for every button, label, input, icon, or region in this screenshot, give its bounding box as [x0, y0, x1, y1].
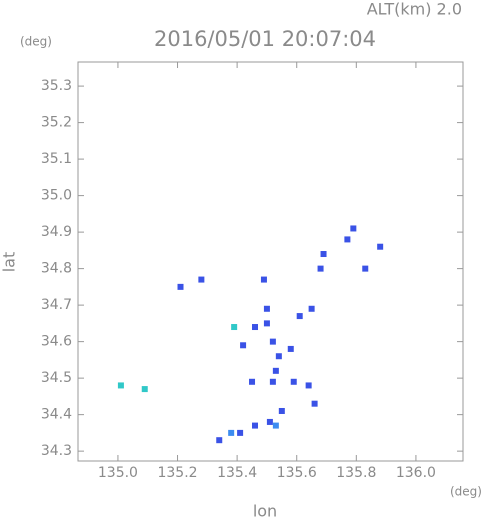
echo: [216, 437, 223, 444]
echo: [117, 382, 124, 389]
echo: [320, 251, 327, 258]
echo: [141, 386, 148, 393]
echo: [177, 283, 184, 290]
echo: [311, 400, 318, 407]
plot-frame: [77, 61, 464, 462]
y-tick-label: 35.1: [41, 151, 72, 167]
y-tick-label: 34.8: [41, 261, 72, 277]
echo: [263, 320, 270, 327]
echo: [362, 265, 369, 272]
echo: [377, 243, 384, 250]
echo: [317, 265, 324, 272]
x-tick-label: 136.0: [396, 465, 436, 481]
echo: [237, 429, 244, 436]
echo: [231, 324, 238, 331]
echo: [350, 225, 357, 232]
chart-title: 2016/05/01 20:07:04: [154, 27, 376, 51]
echo: [252, 324, 259, 331]
echo: [266, 418, 273, 425]
echo: [287, 345, 294, 352]
echo: [344, 236, 351, 243]
echo: [308, 305, 315, 312]
x-unit: (deg): [450, 485, 482, 499]
echo: [263, 305, 270, 312]
y-tick-label: 34.9: [41, 224, 72, 240]
echo: [278, 407, 285, 414]
echo: [252, 422, 259, 429]
echo: [290, 378, 297, 385]
y-tick-label: 35.2: [41, 115, 72, 131]
y-tick-label: 35.0: [41, 188, 72, 204]
echo: [275, 353, 282, 360]
y-unit: (deg): [20, 35, 52, 49]
y-tick-label: 34.7: [41, 297, 72, 313]
x-tick-label: 135.4: [217, 465, 257, 481]
y-tick-label: 34.3: [41, 443, 72, 459]
echo: [269, 378, 276, 385]
y-tick-label: 34.5: [41, 370, 72, 386]
altitude: ALT(km) 2.0: [367, 0, 462, 19]
echo: [272, 367, 279, 374]
echo: [249, 378, 256, 385]
y-tick-label: 34.4: [41, 407, 72, 423]
echo: [272, 422, 279, 429]
x-tick-label: 135.8: [336, 465, 376, 481]
x-tick-label: 135.0: [98, 465, 138, 481]
echo: [296, 313, 303, 320]
echo: [305, 382, 312, 389]
y-label: lat: [0, 252, 19, 273]
echo: [198, 276, 205, 283]
echo: [269, 338, 276, 345]
echo: [240, 342, 247, 349]
y-tick-label: 35.3: [41, 78, 72, 94]
echo: [260, 276, 267, 283]
y-tick-label: 34.6: [41, 334, 72, 350]
x-tick-label: 135.6: [277, 465, 317, 481]
x-tick-label: 135.2: [157, 465, 197, 481]
echo: [228, 429, 235, 436]
x-label: lon: [253, 502, 277, 521]
